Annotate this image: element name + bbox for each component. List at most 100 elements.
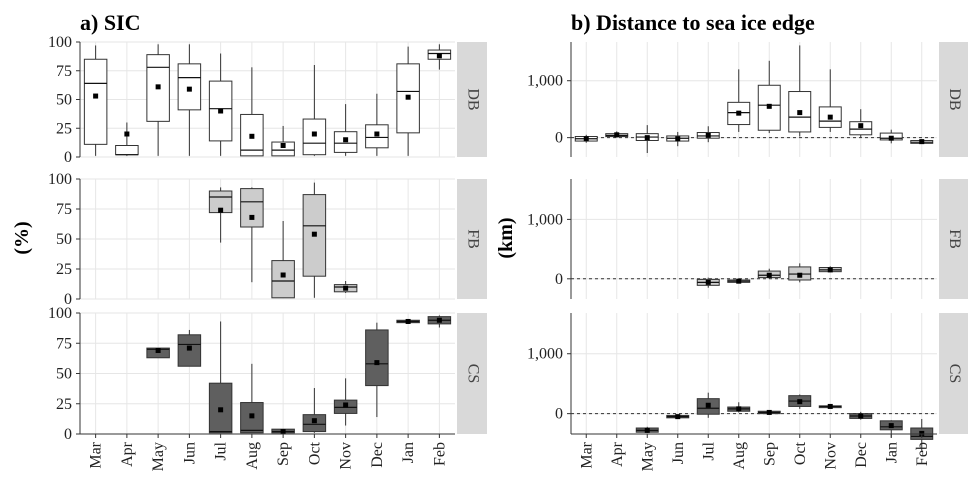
mean-marker — [374, 360, 380, 366]
box-fb-aug — [240, 187, 264, 283]
box-fb-jul — [696, 277, 720, 288]
box-iqr — [365, 329, 389, 387]
mean-marker — [766, 409, 772, 415]
mean-marker — [343, 285, 349, 291]
box-db-sep — [271, 125, 295, 157]
y-tick-label: 0 — [555, 406, 563, 423]
box-db-jan — [879, 129, 903, 144]
facet-db: 0 1,000 DB — [527, 42, 968, 157]
y-tick-label: 25 — [56, 120, 72, 137]
box-cs-oct — [788, 394, 812, 409]
box-db-apr — [115, 122, 139, 156]
panel-sic: a) SIC (%) 0 25 50 75 100 DB 0 25 50 75 100 FB 0 25 50 75… — [11, 10, 487, 471]
x-tick-label: Oct — [306, 441, 323, 465]
y-tick-label: 100 — [48, 305, 72, 322]
box-db-nov — [333, 104, 358, 156]
facet-db: 0 25 50 75 100 DB — [48, 34, 487, 166]
y-tick-label: 1,000 — [527, 73, 563, 90]
mean-marker — [311, 131, 317, 137]
mean-marker — [644, 135, 650, 141]
box-iqr — [271, 260, 295, 299]
mean-marker — [644, 427, 650, 433]
box-cs-dec — [365, 322, 389, 418]
mean-marker — [280, 429, 286, 435]
facet-label: FB — [464, 229, 481, 249]
y-tick-label: 1,000 — [527, 211, 563, 228]
facet-cs: 0 1,000 CS — [527, 313, 968, 451]
y-tick-label: 100 — [48, 171, 72, 188]
box-cs-sep — [271, 428, 295, 435]
mean-marker — [93, 93, 99, 99]
mean-marker — [888, 423, 894, 429]
facet-fb: 0 25 50 75 100 FB — [48, 171, 487, 308]
x-tick-label: Apr — [119, 441, 136, 467]
panel-distance: b) Distance to sea ice edge(km)01,000DB0… — [495, 10, 968, 471]
mean-marker — [858, 123, 864, 129]
x-tick-label: Feb — [914, 442, 931, 466]
mean-marker — [436, 53, 442, 59]
box-cs-aug — [240, 363, 264, 434]
box-db-oct — [302, 65, 327, 156]
mean-marker — [186, 345, 192, 351]
box-iqr — [271, 141, 295, 157]
x-tick-label: Sep — [761, 442, 778, 466]
mean-marker — [675, 414, 681, 420]
facet-label: FB — [946, 229, 963, 249]
y-tick-label: 0 — [64, 291, 72, 308]
mean-marker — [675, 136, 681, 142]
x-tick-label: May — [150, 442, 167, 471]
mean-marker — [311, 231, 317, 237]
y-tick-label: 50 — [56, 92, 72, 109]
x-tick-label: Dec — [853, 442, 870, 468]
y-tick-label: 0 — [64, 426, 72, 443]
mean-marker — [736, 110, 742, 116]
box-db-feb — [427, 44, 452, 70]
mean-marker — [919, 139, 925, 145]
y-tick-label: 0 — [555, 130, 563, 147]
mean-marker — [705, 402, 711, 408]
box-db-mar — [83, 45, 108, 156]
box-cs-may — [146, 347, 170, 359]
y-tick-label: 25 — [56, 261, 72, 278]
box-cs-jun — [177, 329, 202, 367]
mean-marker — [766, 272, 772, 278]
mean-marker — [797, 272, 803, 278]
mean-marker — [343, 137, 349, 143]
box-fb-sep — [757, 268, 781, 279]
box-db-dec — [365, 93, 389, 156]
mean-marker — [280, 143, 286, 148]
box-fb-nov — [333, 281, 358, 293]
x-tick-label: Apr — [609, 441, 626, 467]
x-tick-label: Nov — [338, 442, 355, 470]
facet-fb: 0 1,000 FB — [527, 179, 968, 299]
facet-strip — [457, 313, 487, 434]
box-db-may — [146, 44, 170, 156]
box-db-jan — [396, 46, 420, 156]
x-tick-label: Jun — [181, 442, 198, 464]
mean-marker — [766, 103, 772, 109]
mean-marker — [436, 317, 442, 323]
y-tick-label: 50 — [56, 366, 72, 383]
y-tick-label: 100 — [48, 34, 72, 51]
box-fb-nov — [818, 266, 842, 273]
mean-marker — [405, 318, 411, 324]
mean-marker — [797, 110, 803, 116]
mean-marker — [583, 136, 589, 142]
mean-marker — [797, 399, 803, 405]
facet-cs: 0 25 50 75 100 CS — [48, 305, 487, 443]
box-db-may — [635, 125, 659, 154]
x-tick-label: Aug — [731, 442, 748, 470]
mean-marker — [827, 267, 833, 273]
y-tick-label: 75 — [56, 201, 72, 218]
box-db-apr — [605, 131, 629, 138]
box-db-jun — [177, 44, 202, 156]
box-fb-aug — [727, 278, 751, 284]
box-db-feb — [910, 139, 934, 145]
mean-marker — [249, 214, 255, 220]
box-cs-jan — [396, 318, 420, 324]
box-fb-oct — [788, 263, 812, 283]
mean-marker — [736, 406, 742, 412]
x-tick-label: Feb — [431, 442, 448, 466]
y-tick-label: 1,000 — [527, 346, 563, 363]
mean-marker — [827, 114, 833, 120]
